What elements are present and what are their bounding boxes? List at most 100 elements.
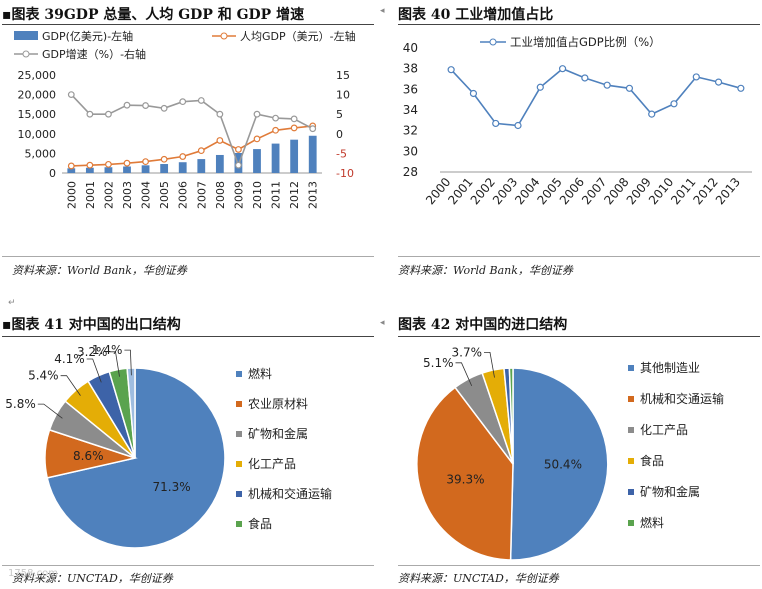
chart42-legend-label: 食品 [640,453,664,468]
chart40-y-tick: 40 [403,41,418,55]
chart42-legend-label: 矿物和金属 [640,484,700,499]
chart40-x-tick: 2013 [713,175,743,207]
chart42-legend-swatch [628,396,634,402]
divider-top-right-top [398,24,760,25]
chart42-slice-label: 3.7% [452,345,483,359]
divider-top-left-bottom [2,256,374,257]
chart40-legend-marker [489,38,497,46]
chart41-legend-label: 矿物和金属 [248,426,308,441]
chart42-source: 资料来源：UNCTAD，华创证券 [398,572,559,585]
chart39-point [197,147,205,155]
chart40-point [536,83,544,91]
chart39-bar [141,165,150,173]
chart39-point [160,104,168,112]
chart39-point [67,91,75,98]
chart40-point [447,66,455,74]
chart39-right-tick: 5 [336,108,343,121]
chart39-right-tick: -5 [336,147,347,160]
divider-bottom-left-top [2,336,374,337]
chart39-point [309,125,317,133]
chart39-legend-marker [220,32,228,40]
chart39-point [216,110,224,118]
chart39-bar [197,159,206,173]
chart39-x-tick: 2013 [307,181,320,209]
chart40-y-tick: 30 [403,144,418,158]
chart39-bar [104,167,113,173]
chart40-point [603,81,611,89]
chart39-point [142,158,149,166]
chart39-x-tick: 2010 [251,181,264,209]
chart39-x-tick: 2012 [288,181,301,209]
chart41-legend-swatch [236,401,242,407]
chart41-source: 资料来源：UNCTAD，华创证券 [12,572,173,585]
chart39-point [105,110,112,118]
chart39-x-tick: 2008 [214,181,227,209]
chart40-point [492,119,500,128]
chart40-y-tick: 28 [403,165,418,179]
chart42-legend-swatch [628,427,634,433]
chart39-point [272,114,279,122]
chart41-slice-label: 5.8% [5,397,36,411]
chart40-point [558,65,567,73]
chart42-legend-label: 机械和交通运输 [640,391,724,406]
chart41-legend-label: 燃料 [248,366,272,381]
chart39-left-tick: 0 [49,167,56,180]
chart41-leader-line [60,375,81,396]
chart39-bar [308,135,317,173]
chart39-point [216,137,224,144]
chart40-point [670,100,678,108]
chart39-x-tick: 2007 [195,181,208,209]
chart39-bar [67,168,76,173]
chart41-legend-swatch [236,431,242,437]
chart39-left-tick: 20,000 [18,89,57,102]
chart39-x-tick: 2004 [140,181,153,209]
chart39-legend-label: GDP(亿美元)-左轴 [42,29,133,43]
chart39-bar [215,154,224,173]
chart42-legend-label: 化工产品 [640,423,688,437]
chart39-point [123,159,131,167]
chart39-bar [271,143,280,173]
chart40-y-tick: 38 [403,62,418,76]
chart41-leader-line [37,403,63,419]
divider-bottom-right-top [398,336,760,337]
chart39-point [253,135,261,143]
chart39-bar [160,164,169,173]
chart39-point [197,97,205,104]
divider-top-right-bottom [398,256,760,257]
chart39-x-tick: 2011 [270,181,283,209]
chart40-point [648,110,656,118]
chart39-title: ▪图表 39GDP 总量、人均 GDP 和 GDP 增速 [2,7,305,23]
chart41-title: ▪图表 41 对中国的出口结构 [2,317,181,333]
chart41-slice-label: 8.6% [73,449,104,463]
chart42-slice [508,367,514,465]
chart40-point [714,78,723,86]
chart39-x-tick: 2006 [177,181,190,209]
chart41-leader-line [86,358,102,383]
chart39-bar [178,162,187,173]
anchor-mark-1: ◂ [380,6,385,16]
divider-bottom-left-bottom [2,565,374,566]
divider-bottom-right-bottom [398,565,760,566]
chart39-legend-marker [22,50,30,58]
chart41-legend-swatch [236,371,242,377]
chart39-left-tick: 5,000 [25,147,57,160]
chart42-title: 图表 42 对中国的进口结构 [398,317,568,333]
chart42-leader-line [455,362,473,387]
chart42-slice-label: 5.1% [423,356,454,370]
chart42-slice-label: 39.3% [446,472,484,486]
watermark: 1758.com [8,568,58,579]
chart39-point [290,124,298,132]
chart39-point [86,161,94,169]
chart39-right-tick: 15 [336,69,350,82]
chart41-slice-label: 3.2% [77,345,108,359]
chart42-legend-swatch [628,365,634,371]
chart39-point [142,102,149,109]
chart39-point [290,115,298,123]
chart42-slice [509,367,609,561]
chart41-legend-swatch [236,461,242,467]
chart39-legend-label: 人均GDP（美元）-左轴 [240,29,356,43]
chart39-point [179,153,187,160]
chart39-right-tick: -10 [336,167,354,180]
chart41-slice-label: 71.3% [153,480,191,494]
chart39-bar [290,139,299,173]
